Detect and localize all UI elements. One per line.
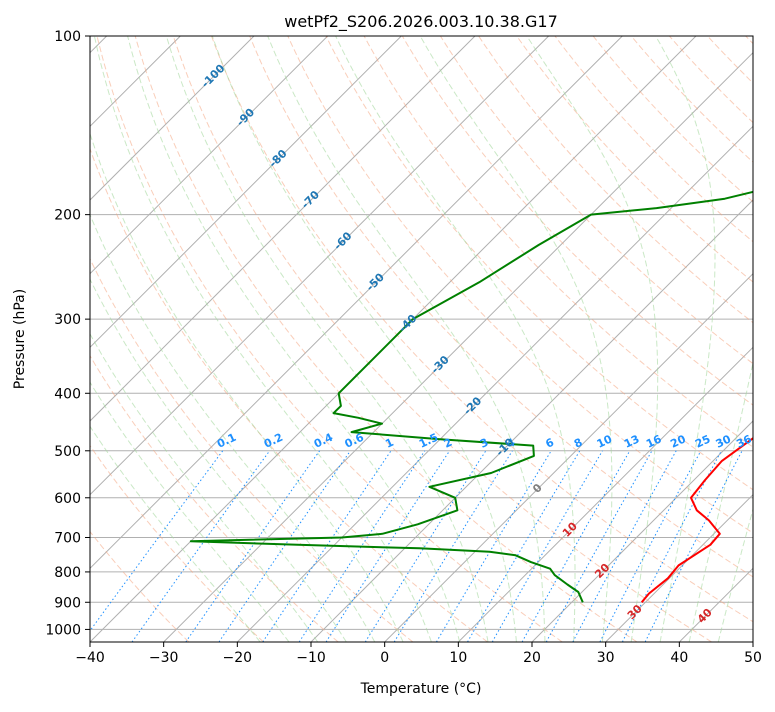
y-tick-label: 400	[54, 386, 81, 402]
y-tick-label: 300	[54, 312, 81, 328]
y-tick-label: 500	[54, 444, 81, 460]
x-tick-label: 40	[670, 650, 688, 666]
y-tick-label: 800	[54, 565, 81, 581]
x-tick-label: −10	[296, 650, 326, 666]
y-tick-label: 1000	[45, 622, 81, 638]
x-tick-label: −20	[223, 650, 253, 666]
x-tick-label: 20	[523, 650, 541, 666]
x-axis-label: Temperature (°C)	[360, 681, 482, 697]
y-tick-label: 200	[54, 208, 81, 224]
x-tick-label: 30	[597, 650, 615, 666]
y-tick-label: 100	[54, 29, 81, 45]
y-tick-label: 700	[54, 531, 81, 547]
y-tick-label: 900	[54, 595, 81, 611]
x-tick-label: −30	[149, 650, 179, 666]
chart-title: wetPf2_S206.2026.003.10.38.G17	[284, 12, 558, 32]
y-tick-label: 600	[54, 491, 81, 507]
y-axis-label: Pressure (hPa)	[12, 289, 28, 389]
x-tick-label: 0	[380, 650, 389, 666]
x-tick-label: 50	[744, 650, 762, 666]
x-tick-label: 10	[449, 650, 467, 666]
x-tick-label: −40	[75, 650, 105, 666]
